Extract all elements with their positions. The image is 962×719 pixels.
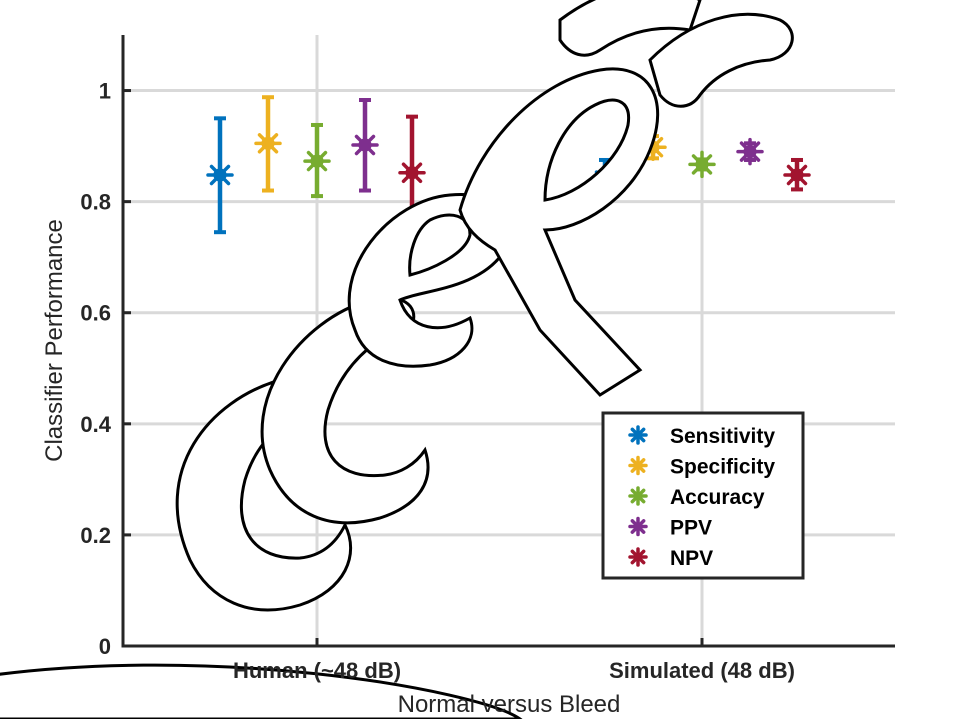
data-point <box>303 147 331 175</box>
y-tick-label: 0.6 <box>80 301 111 326</box>
marker-core <box>405 166 419 180</box>
axis-labels: 0 0.2 0.4 0.6 0.8 1 Human (~48 dB) Simulated (4… <box>41 79 795 718</box>
y-tick-label: 1 <box>99 79 111 104</box>
data-point <box>736 137 764 166</box>
marker-core <box>633 552 643 562</box>
legend-marker <box>628 486 648 506</box>
y-tick-label: 0.4 <box>80 412 111 437</box>
legend-item: NPV <box>628 547 713 570</box>
y-tick-label: 0 <box>99 634 111 659</box>
series-ppv <box>351 97 764 193</box>
marker-core <box>790 168 804 182</box>
legend-marker <box>628 425 648 445</box>
data-point <box>254 129 282 158</box>
marker-core <box>743 145 757 159</box>
marker-core <box>310 154 324 168</box>
legend-label: Sensitivity <box>670 425 775 448</box>
data-point <box>783 161 811 189</box>
data-point <box>351 131 379 159</box>
legend-marker <box>628 455 648 476</box>
marker-core <box>633 430 643 440</box>
legend-label: PPV <box>670 517 712 540</box>
marker-core <box>633 522 643 531</box>
legend-label: Specificity <box>670 456 775 479</box>
legend-item: Specificity <box>628 455 775 479</box>
y-tick-label: 0.8 <box>80 190 111 215</box>
legend-item: Accuracy <box>628 486 765 509</box>
data-point <box>398 159 426 187</box>
series-accuracy <box>303 122 716 199</box>
legend-label: NPV <box>670 547 713 570</box>
marker-core <box>213 168 227 182</box>
legend-label: Accuracy <box>670 486 765 509</box>
legend-marker <box>628 516 648 537</box>
marker-core <box>633 461 643 470</box>
marker-core <box>633 491 643 501</box>
x-axis-title: Normal versus Bleed <box>398 691 621 718</box>
series-specificity <box>254 95 667 193</box>
y-axis-title: Classifier Performance <box>41 219 68 462</box>
y-tick-label: 0.2 <box>80 523 111 548</box>
x-tick-label: Human (~48 dB) <box>233 658 401 683</box>
legend-item: PPV <box>628 516 712 540</box>
legend-item: Sensitivity <box>628 425 775 448</box>
axes <box>121 35 895 648</box>
marker-core <box>695 157 709 172</box>
marker-core <box>358 138 372 152</box>
x-tick-label: Simulated (48 dB) <box>609 658 795 683</box>
data-point <box>688 150 716 179</box>
marker-core <box>261 136 275 150</box>
legend: Sensitivity Specificity Accuracy PPV NPV <box>601 411 805 580</box>
data-point <box>206 161 234 189</box>
legend-marker <box>628 547 648 567</box>
watermark <box>0 0 794 719</box>
